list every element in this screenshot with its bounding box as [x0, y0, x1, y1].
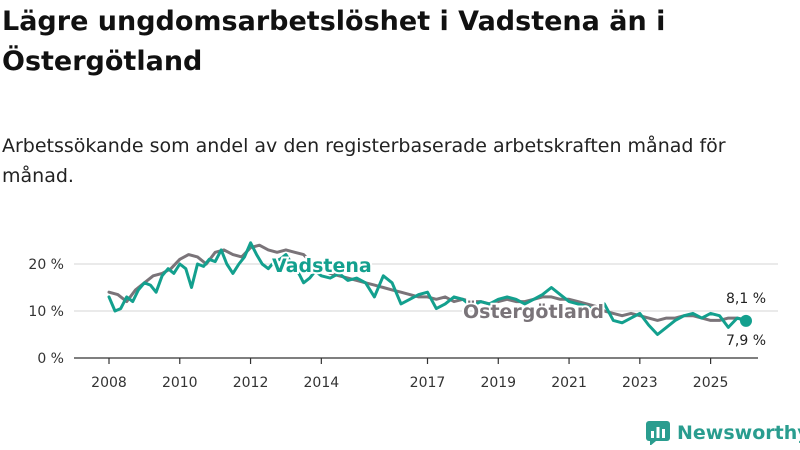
x-tick-label: 2023: [622, 375, 658, 391]
brand-name: Newsworthy: [677, 422, 800, 444]
x-axis: 2008 2010 2012 2014 2017 2019 2021 2023 2025: [74, 357, 758, 391]
end-marker-vadstena: [740, 314, 752, 327]
chart-subtitle: Arbetssökande som andel av den registerb…: [2, 135, 726, 187]
series-line-ostergotland: [107, 243, 748, 322]
brand-logo: Newsworthy: [646, 418, 800, 448]
newsworthy-logo-icon: [646, 421, 670, 445]
end-label-ostergotland: 8,1 %: [726, 291, 766, 307]
chart-title: Lägre ungdomsarbetslöshet i Vadstena än …: [2, 6, 666, 77]
series-label-vadstena: Vadstena: [272, 255, 372, 277]
series-line-vadstena: [107, 241, 748, 336]
x-tick-label: 2012: [233, 375, 269, 391]
series-lines: [107, 241, 752, 336]
grid-lines: [74, 263, 778, 312]
y-tick-label: 20 %: [28, 257, 64, 273]
end-label-vadstena: 7,9 %: [726, 333, 766, 349]
y-axis: 0 % 10 % 20 %: [28, 257, 64, 367]
x-tick-label: 2019: [480, 375, 516, 391]
x-tick-label: 2008: [91, 375, 127, 391]
series-label-ostergotland: Östergötland: [463, 299, 604, 323]
x-tick-label: 2025: [693, 375, 729, 391]
x-tick-label: 2017: [410, 375, 446, 391]
x-tick-label: 2021: [551, 375, 587, 391]
series-labels: Vadstena Östergötland 8,1 % 7,9 %: [270, 253, 766, 349]
x-tick-label: 2010: [162, 375, 198, 391]
x-tick-label: 2014: [304, 375, 340, 391]
y-tick-label: 10 %: [28, 304, 64, 320]
y-tick-label: 0 %: [37, 351, 64, 367]
